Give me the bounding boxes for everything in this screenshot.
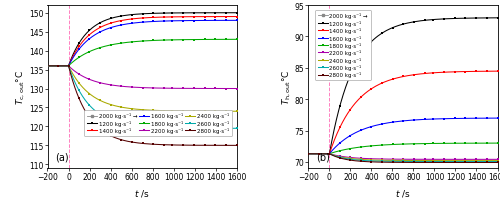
- X-axis label: $t$ /s: $t$ /s: [134, 187, 150, 198]
- Legend: 2000 kg·s⁻¹ →, 1200 kg·s⁻¹, 1400 kg·s⁻¹, 1600 kg·s⁻¹, 1800 kg·s⁻¹, 2200 kg·s⁻¹, : 2000 kg·s⁻¹ →, 1200 kg·s⁻¹, 1400 kg·s⁻¹,…: [84, 110, 232, 136]
- Text: (b): (b): [316, 152, 330, 162]
- Y-axis label: $T_{\mathrm{h,out}}$°C: $T_{\mathrm{h,out}}$°C: [281, 70, 293, 105]
- Legend: 2000 kg·s⁻¹ →, 1200 kg·s⁻¹, 1400 kg·s⁻¹, 1600 kg·s⁻¹, 1800 kg·s⁻¹, 2200 kg·s⁻¹, : 2000 kg·s⁻¹ →, 1200 kg·s⁻¹, 1400 kg·s⁻¹,…: [315, 11, 370, 81]
- Y-axis label: $T_{\mathrm{c,out}}$°C: $T_{\mathrm{c,out}}$°C: [15, 70, 28, 105]
- X-axis label: $t$ /s: $t$ /s: [395, 187, 411, 198]
- Text: (a): (a): [55, 152, 68, 162]
